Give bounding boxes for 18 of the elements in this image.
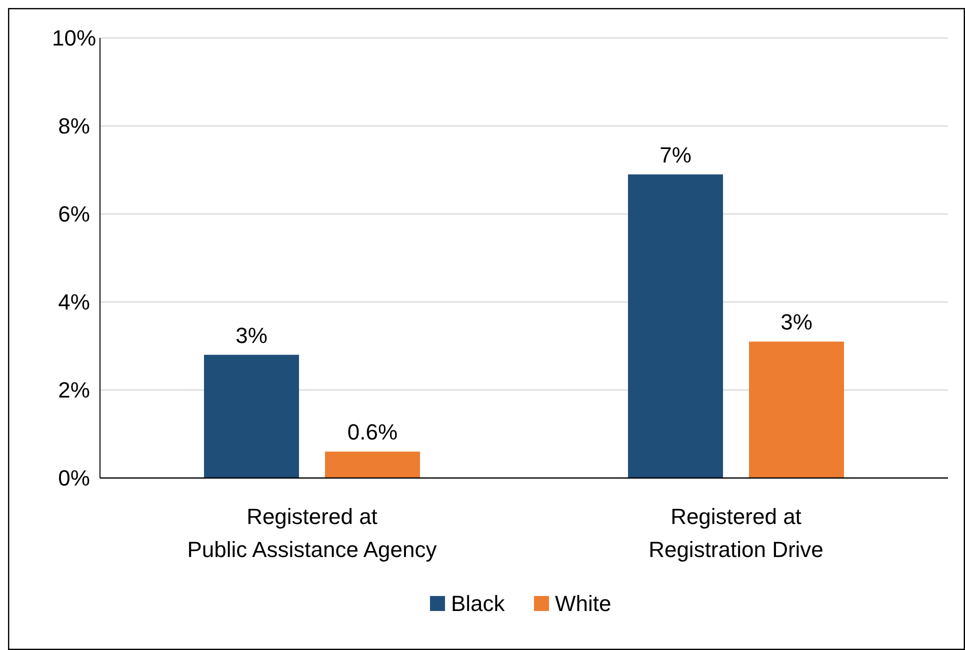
bar [325,452,420,478]
data-label: 0.6% [347,420,398,445]
bar [204,354,299,478]
x-tick-label: Registered at Registration Drive [648,504,824,562]
bar [628,174,723,478]
data-label: 3% [236,322,268,348]
x-tick-label: Registered at Public Assistance Agency [187,504,437,562]
y-tick-label: 2% [58,378,90,403]
y-tick-label: 10% [52,26,96,51]
y-tick-label: 8% [58,114,90,139]
y-tick-label: 4% [58,290,90,315]
bar [749,342,844,478]
legend-label: Black [451,591,506,616]
y-tick-label: 0% [58,466,90,491]
data-label: 7% [660,142,692,168]
legend-label: White [555,591,612,616]
data-label: 3% [780,310,812,335]
y-tick-label: 6% [58,202,90,227]
